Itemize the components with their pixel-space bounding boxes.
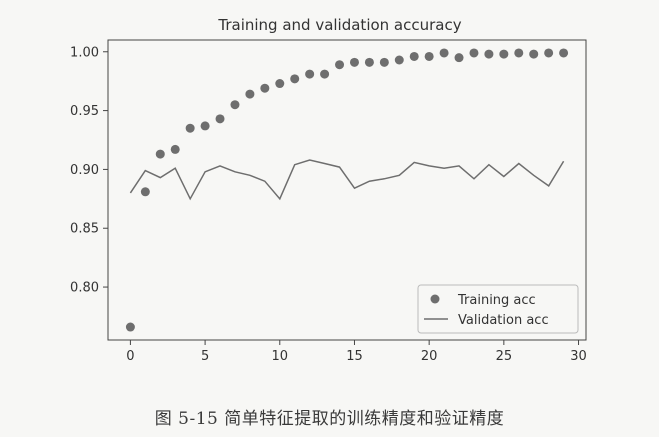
training-acc-point — [559, 48, 569, 58]
legend-training-marker — [430, 294, 440, 304]
training-acc-point — [499, 49, 509, 59]
y-tick-label: 0.85 — [70, 222, 99, 237]
plot-area — [107, 39, 587, 341]
training-acc-point — [409, 51, 419, 61]
x-tick-label: 0 — [126, 349, 134, 364]
training-acc-point — [484, 49, 494, 59]
training-acc-point — [379, 57, 389, 67]
training-acc-point — [454, 53, 464, 63]
y-tick-label: 0.80 — [70, 281, 99, 296]
training-acc-point — [544, 48, 554, 58]
chart-title: Training and validation accuracy — [217, 16, 461, 34]
training-acc-point — [305, 69, 315, 79]
training-acc-point — [215, 114, 225, 124]
legend-validation-label: Validation acc — [458, 313, 549, 328]
training-acc-point — [424, 51, 434, 61]
training-acc-point — [140, 187, 150, 197]
training-acc-point — [394, 55, 404, 65]
accuracy-chart: Training and validation accuracy 0 5 10 15 2… — [70, 16, 587, 364]
training-acc-point — [439, 48, 449, 58]
validation-acc-line — [129, 159, 565, 201]
chart-marks — [125, 48, 569, 332]
training-acc-point — [290, 74, 300, 84]
legend: Training acc Validation acc — [417, 284, 579, 334]
x-tick-label: 15 — [346, 349, 363, 364]
training-acc-point — [200, 121, 210, 131]
training-acc-point — [170, 144, 180, 154]
training-acc-point — [125, 322, 135, 332]
training-acc-point — [364, 57, 374, 67]
y-tick-label: 0.90 — [70, 163, 99, 178]
training-acc-point — [320, 69, 330, 79]
axis-ticks: 0 5 10 15 20 25 30 0.80 0.85 0.90 0.95 1.00 — [70, 45, 587, 364]
figure-caption: 图 5-15 简单特征提取的训练精度和验证精度 — [154, 409, 505, 429]
legend-training-label: Training acc — [457, 293, 536, 308]
training-acc-point — [230, 100, 240, 110]
training-acc-point — [349, 57, 359, 67]
y-tick-label: 0.95 — [70, 104, 99, 119]
training-acc-point — [514, 48, 524, 58]
training-acc-point — [469, 48, 479, 58]
training-acc-point — [335, 60, 345, 70]
x-tick-label: 25 — [496, 349, 513, 364]
training-acc-point — [529, 49, 539, 59]
x-tick-label: 5 — [201, 349, 209, 364]
training-acc-point — [245, 89, 255, 99]
x-tick-label: 10 — [272, 349, 289, 364]
x-tick-label: 30 — [570, 349, 587, 364]
y-tick-label: 1.00 — [70, 45, 99, 60]
training-acc-point — [185, 123, 195, 133]
training-acc-point — [260, 83, 270, 93]
training-acc-point — [275, 79, 285, 89]
x-tick-label: 20 — [421, 349, 438, 364]
training-acc-point — [155, 149, 165, 159]
legend-box — [417, 284, 579, 334]
